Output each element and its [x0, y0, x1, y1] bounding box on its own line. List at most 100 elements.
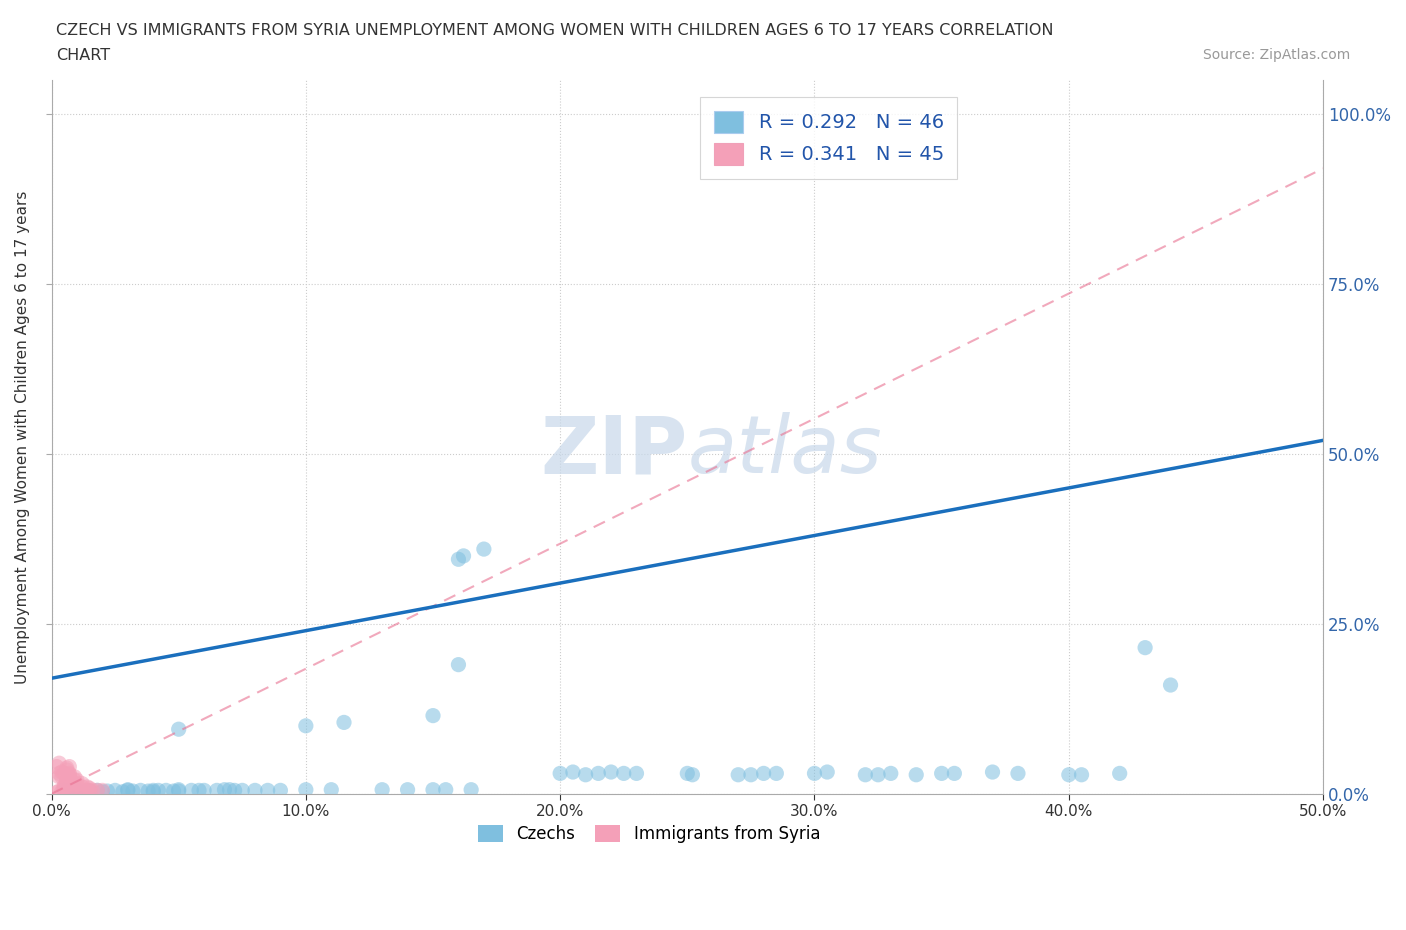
Point — [295, 718, 318, 733]
Point — [76, 783, 98, 798]
Point — [79, 781, 101, 796]
Point — [868, 767, 890, 782]
Point — [56, 773, 79, 788]
Point — [60, 774, 83, 789]
Point — [56, 763, 79, 777]
Point — [681, 767, 703, 782]
Point — [63, 769, 86, 784]
Point — [142, 784, 165, 799]
Point — [60, 777, 83, 791]
Point — [180, 783, 202, 798]
Point — [66, 783, 89, 798]
Point — [48, 769, 70, 784]
Point — [561, 764, 583, 779]
Point — [167, 722, 190, 737]
Point — [91, 783, 114, 798]
Point — [53, 783, 76, 798]
Point — [727, 767, 749, 782]
Point — [205, 783, 228, 798]
Point — [422, 782, 444, 797]
Point — [224, 783, 246, 798]
Point — [231, 783, 253, 798]
Point — [76, 779, 98, 794]
Point — [815, 764, 838, 779]
Point — [434, 782, 457, 797]
Point — [167, 782, 190, 797]
Point — [66, 777, 89, 791]
Point — [931, 766, 953, 781]
Point — [86, 783, 108, 798]
Point — [548, 766, 571, 781]
Point — [70, 784, 93, 799]
Point — [188, 783, 211, 798]
Point — [60, 784, 83, 799]
Text: Source: ZipAtlas.com: Source: ZipAtlas.com — [1202, 48, 1350, 62]
Point — [613, 766, 636, 781]
Point — [148, 783, 170, 798]
Point — [880, 766, 903, 781]
Point — [803, 766, 825, 781]
Point — [447, 658, 470, 672]
Point — [600, 764, 623, 779]
Point — [295, 782, 318, 797]
Point — [740, 767, 762, 782]
Point — [66, 779, 89, 794]
Point — [51, 764, 73, 779]
Point — [453, 549, 475, 564]
Point — [58, 769, 80, 784]
Point — [51, 784, 73, 799]
Point — [45, 785, 67, 800]
Text: atlas: atlas — [688, 412, 882, 490]
Point — [447, 551, 470, 566]
Point — [48, 784, 70, 799]
Point — [853, 767, 876, 782]
Point — [48, 756, 70, 771]
Point — [588, 766, 610, 781]
Point — [53, 781, 76, 796]
Point — [1057, 767, 1080, 782]
Point — [96, 784, 118, 799]
Point — [86, 783, 108, 798]
Point — [63, 773, 86, 788]
Point — [60, 783, 83, 798]
Point — [70, 783, 93, 798]
Point — [472, 541, 495, 556]
Point — [1160, 678, 1182, 693]
Point — [82, 783, 104, 798]
Point — [422, 708, 444, 723]
Point — [142, 783, 165, 798]
Point — [79, 783, 101, 798]
Point — [321, 782, 343, 797]
Point — [371, 782, 394, 797]
Point — [91, 784, 114, 799]
Point — [129, 783, 152, 798]
Point — [676, 766, 699, 781]
Text: CZECH VS IMMIGRANTS FROM SYRIA UNEMPLOYMENT AMONG WOMEN WITH CHILDREN AGES 6 TO : CZECH VS IMMIGRANTS FROM SYRIA UNEMPLOYM… — [56, 23, 1053, 38]
Point — [333, 715, 356, 730]
Point — [243, 783, 266, 798]
Point — [53, 783, 76, 798]
Point — [117, 782, 139, 797]
Text: CHART: CHART — [56, 48, 110, 63]
Point — [193, 783, 215, 798]
Point — [218, 782, 240, 797]
Point — [53, 778, 76, 793]
Point — [396, 782, 419, 797]
Point — [66, 783, 89, 798]
Text: ZIP: ZIP — [540, 412, 688, 490]
Point — [60, 778, 83, 793]
Point — [58, 771, 80, 786]
Point — [1007, 766, 1029, 781]
Point — [58, 766, 80, 781]
Point — [111, 784, 134, 799]
Point — [575, 767, 598, 782]
Point — [155, 783, 177, 798]
Point — [981, 764, 1004, 779]
Point — [70, 779, 93, 794]
Legend: Czechs, Immigrants from Syria: Czechs, Immigrants from Syria — [471, 818, 827, 850]
Point — [943, 766, 966, 781]
Point — [66, 773, 89, 788]
Point — [905, 767, 928, 782]
Point — [79, 784, 101, 799]
Point — [626, 766, 648, 781]
